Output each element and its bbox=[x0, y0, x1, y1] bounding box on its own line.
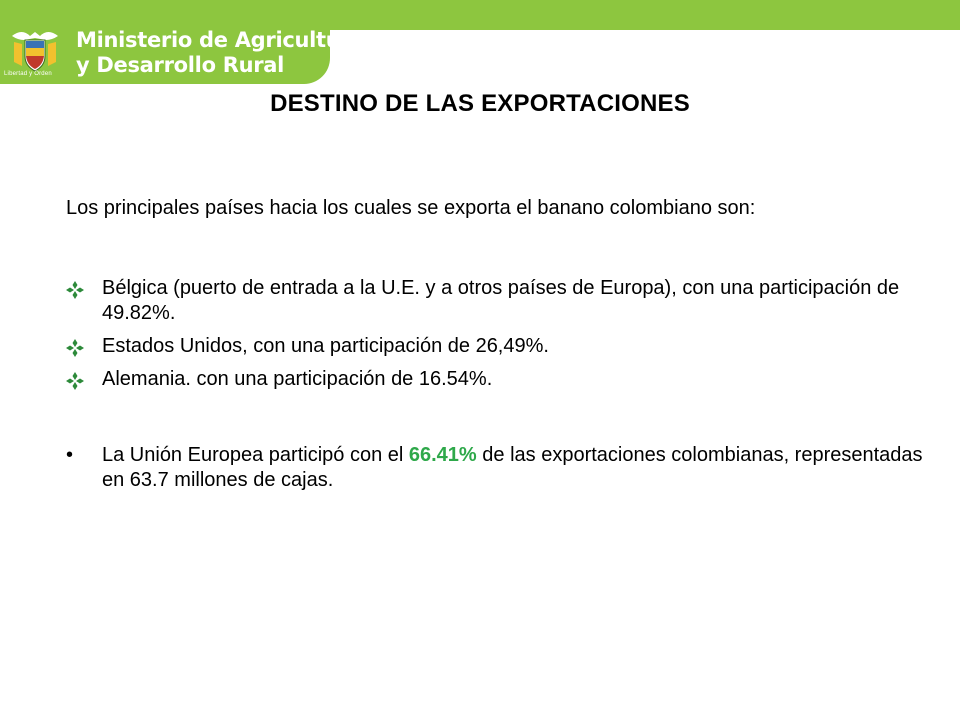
coat-of-arms-icon bbox=[12, 32, 58, 72]
eu-share-highlight: 66.41% bbox=[408, 444, 477, 466]
diamond-bullet-icon bbox=[66, 281, 84, 299]
bullet-dot-icon: • bbox=[66, 444, 74, 466]
list-item-text: Alemania. con una participación de 16.54… bbox=[102, 368, 493, 390]
ministry-name: Ministerio de Agricultura y Desarrollo R… bbox=[76, 28, 365, 78]
eu-note-text-before: La Unión Europea participó con el bbox=[102, 444, 409, 466]
ministry-name-line1: Ministerio de Agricultura bbox=[76, 28, 365, 52]
eu-note: • La Unión Europea participó con el 66.4… bbox=[66, 443, 936, 493]
list-item-text: Estados Unidos, con una participación de… bbox=[102, 335, 549, 357]
ministry-name-line2: y Desarrollo Rural bbox=[76, 53, 285, 77]
ministry-logo-tab: Libertad y Orden Ministerio de Agricultu… bbox=[0, 0, 365, 84]
list-item: Estados Unidos, con una participación de… bbox=[66, 334, 936, 359]
slide-title: DESTINO DE LAS EXPORTACIONES bbox=[270, 90, 690, 117]
diamond-bullet-icon bbox=[66, 372, 84, 390]
list-item: Bélgica (puerto de entrada a la U.E. y a… bbox=[66, 276, 936, 326]
list-item: Alemania. con una participación de 16.54… bbox=[66, 367, 936, 392]
slide-body: Los principales países hacia los cuales … bbox=[66, 196, 936, 493]
intro-paragraph: Los principales países hacia los cuales … bbox=[66, 197, 756, 219]
eu-note-text-after: de las exportaciones colombianas, repres… bbox=[102, 444, 923, 491]
diamond-bullet-icon bbox=[66, 339, 84, 357]
crest-caption: Libertad y Orden bbox=[4, 71, 52, 77]
country-list: Bélgica (puerto de entrada a la U.E. y a… bbox=[66, 276, 936, 392]
list-item-text: Bélgica (puerto de entrada a la U.E. y a… bbox=[102, 277, 900, 324]
